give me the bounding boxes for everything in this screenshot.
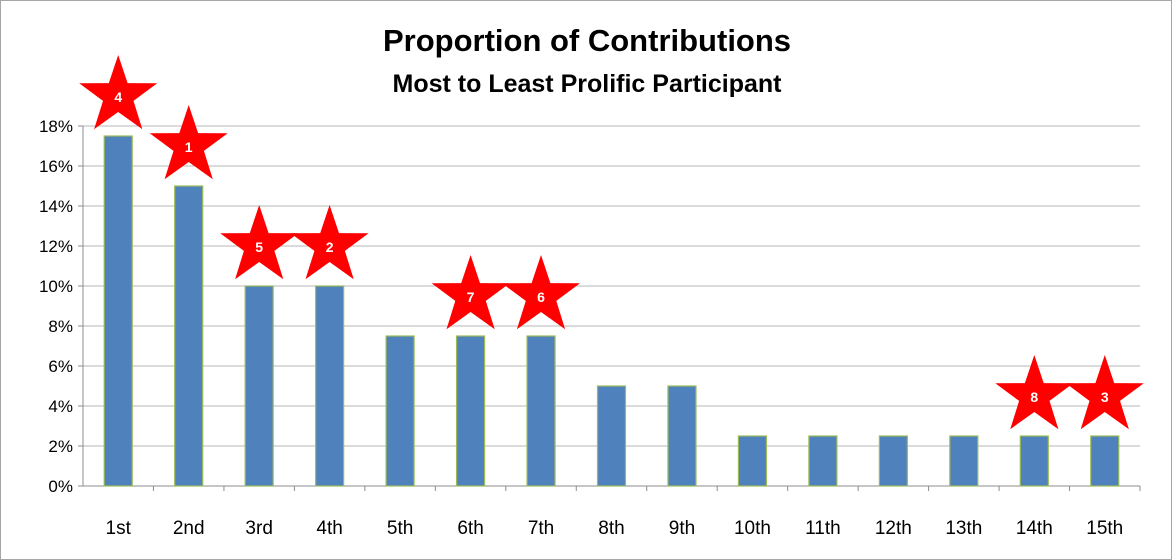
y-tick-label: 6% (48, 357, 73, 376)
x-tick-label: 5th (387, 518, 413, 539)
bar (878, 435, 908, 487)
star-layer: 4 1 5 2 7 6 8 3 (79, 55, 1144, 430)
bar-layer (103, 135, 1120, 487)
bar (455, 335, 486, 487)
y-tick-label: 14% (39, 197, 73, 216)
y-tick-label: 16% (39, 157, 73, 176)
x-tick-label: 15th (1086, 518, 1123, 539)
star-marker (220, 205, 299, 280)
x-tick-label: 8th (598, 518, 624, 539)
x-tick-label: 3rd (245, 518, 272, 539)
y-tick-label: 18% (39, 117, 73, 136)
bar (596, 385, 627, 487)
x-tick-label: 7th (528, 518, 554, 539)
star-marker (995, 355, 1074, 430)
star-label: 8 (1030, 389, 1038, 405)
star-label: 3 (1101, 389, 1109, 405)
star-marker (431, 255, 510, 330)
axis-layer: 0% 2% 4% 6% 8% 10% 12% 14% 16% 18% 1st 2nd 3rd 4th 5th… (39, 117, 1141, 539)
star-label: 5 (255, 239, 263, 255)
x-tick-label: 12th (875, 518, 912, 539)
star-marker (290, 205, 369, 280)
star-label: 7 (467, 289, 475, 305)
star-label: 6 (537, 289, 545, 305)
x-tick-label: 4th (316, 518, 342, 539)
y-tick-label: 10% (39, 277, 73, 296)
star-marker (79, 55, 158, 130)
chart-title: Proportion of Contributions (383, 23, 791, 58)
y-tick-label: 4% (48, 397, 73, 416)
chart-subtitle: Most to Least Prolific Participant (393, 70, 783, 98)
bar (737, 435, 768, 487)
x-tick-label: 10th (734, 518, 771, 539)
star-marker (1065, 355, 1144, 430)
star-marker (149, 105, 228, 180)
x-tick-label: 2nd (173, 518, 205, 539)
bar (949, 435, 979, 487)
star-marker (502, 255, 580, 330)
bar (808, 435, 838, 487)
bar (385, 335, 415, 487)
star-label: 4 (114, 89, 122, 105)
bar (315, 285, 345, 487)
bar (174, 185, 204, 487)
x-tick-label: 9th (669, 518, 695, 539)
y-tick-label: 2% (48, 437, 73, 456)
x-tick-label: 13th (945, 518, 982, 539)
star-label: 2 (326, 239, 334, 255)
x-tick-label: 14th (1016, 518, 1053, 539)
x-tick-label: 1st (106, 518, 132, 539)
x-tick-label: 6th (457, 518, 483, 539)
y-tick-label: 0% (48, 477, 73, 496)
bar (103, 135, 133, 487)
bar (526, 335, 556, 487)
bar (244, 285, 274, 487)
y-tick-label: 12% (39, 237, 73, 256)
y-tick-label: 8% (48, 317, 73, 336)
bar (667, 385, 697, 487)
star-label: 1 (185, 139, 193, 155)
bar (1019, 435, 1049, 487)
bar (1090, 435, 1120, 487)
x-tick-label: 11th (805, 518, 841, 539)
